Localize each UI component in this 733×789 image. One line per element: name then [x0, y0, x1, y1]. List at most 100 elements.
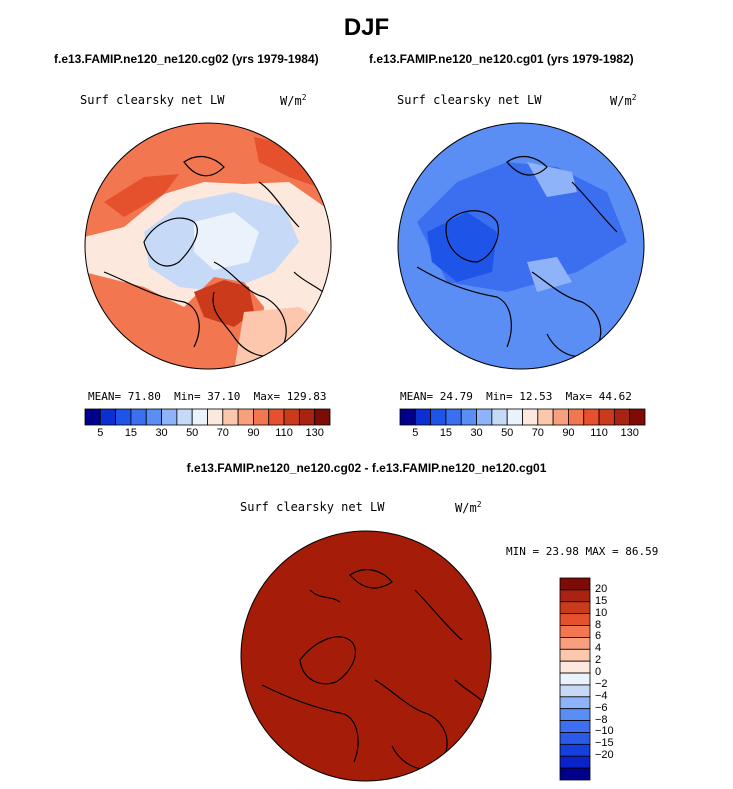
colorbar-swatch: [559, 684, 591, 698]
panel1-colorbar-ticks: 5 15 30 50 70 90 110 130: [85, 427, 330, 441]
panel1-units: W/m2: [280, 93, 307, 108]
colorbar-swatch: [583, 408, 600, 426]
season-title: DJF: [343, 14, 390, 41]
colorbar-swatch: [559, 767, 591, 781]
colorbar-swatch: [115, 408, 132, 426]
colorbar-swatch: [399, 408, 416, 426]
panel3-title: Surf clearsky net LW: [240, 500, 385, 514]
colorbar-swatch: [559, 696, 591, 710]
colorbar-tick-label: 6: [595, 630, 602, 643]
colorbar-tick-label: 15: [595, 594, 608, 607]
colorbar-tick-label: 10: [595, 606, 608, 619]
panel3-colorbar-ticks: 20 15 10 8 6 4 2 0 −2 −4 −6 −8 −10 −15 −20: [595, 578, 635, 780]
panel2-colorbar: [399, 408, 646, 426]
panel1-colorbar: [84, 408, 331, 426]
colorbar-swatch: [559, 720, 591, 733]
panel1-stats: MEAN= 71.80 Min= 37.10 Max= 129.83: [88, 390, 327, 403]
colorbar-swatch: [268, 408, 285, 426]
colorbar-swatch: [598, 408, 615, 426]
colorbar-swatch: [145, 408, 162, 426]
colorbar-swatch: [559, 708, 591, 721]
colorbar-tick-label: 130: [620, 427, 639, 439]
colorbar-swatch: [559, 660, 591, 674]
colorbar-swatch: [161, 408, 178, 426]
colorbar-swatch: [176, 408, 193, 426]
panel2-colorbar-ticks: 5 15 30 50 70 90 110 130: [400, 427, 645, 441]
colorbar-tick-label: −2: [595, 677, 608, 690]
case2-label: f.e13.FAMIP.ne120_ne120.cg01 (yrs 1979-1…: [369, 52, 634, 66]
colorbar-swatch: [559, 625, 591, 638]
panel2-stats: MEAN= 24.79 Min= 12.53 Max= 44.62: [400, 390, 632, 403]
colorbar-tick-label: −10: [595, 725, 614, 738]
colorbar-swatch: [283, 408, 300, 426]
colorbar-tick-label: 8: [595, 618, 602, 631]
panel1-polar-map: [84, 122, 332, 370]
colorbar-tick-label: 110: [590, 427, 608, 439]
colorbar-swatch: [99, 408, 117, 426]
diff-label: f.e13.FAMIP.ne120_ne120.cg02 - f.e13.FAM…: [186, 461, 547, 475]
colorbar-tick-label: 5: [412, 427, 419, 439]
colorbar-swatch: [537, 408, 554, 426]
colorbar-tick-label: 90: [562, 427, 575, 439]
colorbar-swatch: [559, 613, 591, 626]
colorbar-swatch: [298, 408, 316, 426]
colorbar-swatch: [445, 408, 462, 426]
colorbar-swatch: [130, 408, 147, 426]
colorbar-swatch: [559, 648, 591, 662]
colorbar-swatch: [613, 408, 631, 426]
colorbar-swatch: [559, 637, 591, 650]
colorbar-swatch: [552, 408, 569, 426]
panel3-polar-map: [240, 530, 492, 782]
colorbar-swatch: [460, 408, 477, 426]
colorbar-swatch: [222, 408, 239, 426]
colorbar-tick-label: 50: [501, 427, 514, 439]
panel1-title: Surf clearsky net LW: [80, 93, 225, 107]
colorbar-tick-label: 30: [470, 427, 483, 439]
panel3-stats: MIN = 23.98 MAX = 86.59: [506, 545, 659, 558]
colorbar-tick-label: −6: [595, 701, 608, 714]
colorbar-swatch: [559, 755, 591, 769]
colorbar-swatch: [476, 408, 493, 426]
colorbar-tick-label: 70: [216, 427, 229, 439]
case1-label: f.e13.FAMIP.ne120_ne120.cg02 (yrs 1979-1…: [54, 52, 319, 66]
colorbar-swatch: [559, 601, 591, 615]
colorbar-tick-label: 90: [247, 427, 260, 439]
colorbar-swatch: [568, 408, 585, 426]
colorbar-swatch: [559, 732, 591, 745]
colorbar-tick-label: 5: [97, 427, 104, 439]
colorbar-swatch: [207, 408, 224, 426]
colorbar-tick-label: 70: [531, 427, 544, 439]
panel3-colorbar: [559, 577, 591, 781]
colorbar-swatch: [559, 672, 591, 686]
colorbar-tick-label: −4: [595, 689, 608, 702]
colorbar-swatch: [430, 408, 447, 426]
colorbar-swatch: [237, 408, 254, 426]
colorbar-swatch: [314, 408, 331, 426]
panel2-units: W/m2: [610, 93, 637, 108]
colorbar-tick-label: −20: [595, 749, 614, 762]
colorbar-swatch: [559, 589, 591, 603]
colorbar-tick-label: 30: [155, 427, 168, 439]
panel2-polar-map: [397, 122, 645, 370]
colorbar-swatch: [491, 408, 508, 426]
colorbar-swatch: [629, 408, 646, 426]
colorbar-tick-label: 130: [305, 427, 324, 439]
colorbar-tick-label: −8: [595, 713, 608, 726]
colorbar-swatch: [253, 408, 270, 426]
colorbar-tick-label: 15: [439, 427, 453, 439]
colorbar-tick-label: 110: [275, 427, 293, 439]
colorbar-swatch: [506, 408, 523, 426]
colorbar-tick-label: 15: [124, 427, 138, 439]
colorbar-swatch: [559, 743, 591, 757]
colorbar-tick-label: 50: [186, 427, 199, 439]
colorbar-swatch: [559, 577, 591, 591]
colorbar-tick-label: 2: [595, 654, 602, 667]
colorbar-tick-label: 0: [595, 666, 602, 679]
colorbar-swatch: [84, 408, 101, 426]
panel2-title: Surf clearsky net LW: [397, 93, 542, 107]
colorbar-tick-label: 4: [595, 642, 602, 655]
colorbar-swatch: [191, 408, 208, 426]
colorbar-swatch: [414, 408, 432, 426]
colorbar-tick-label: 20: [595, 582, 608, 595]
colorbar-tick-label: −15: [595, 737, 614, 750]
